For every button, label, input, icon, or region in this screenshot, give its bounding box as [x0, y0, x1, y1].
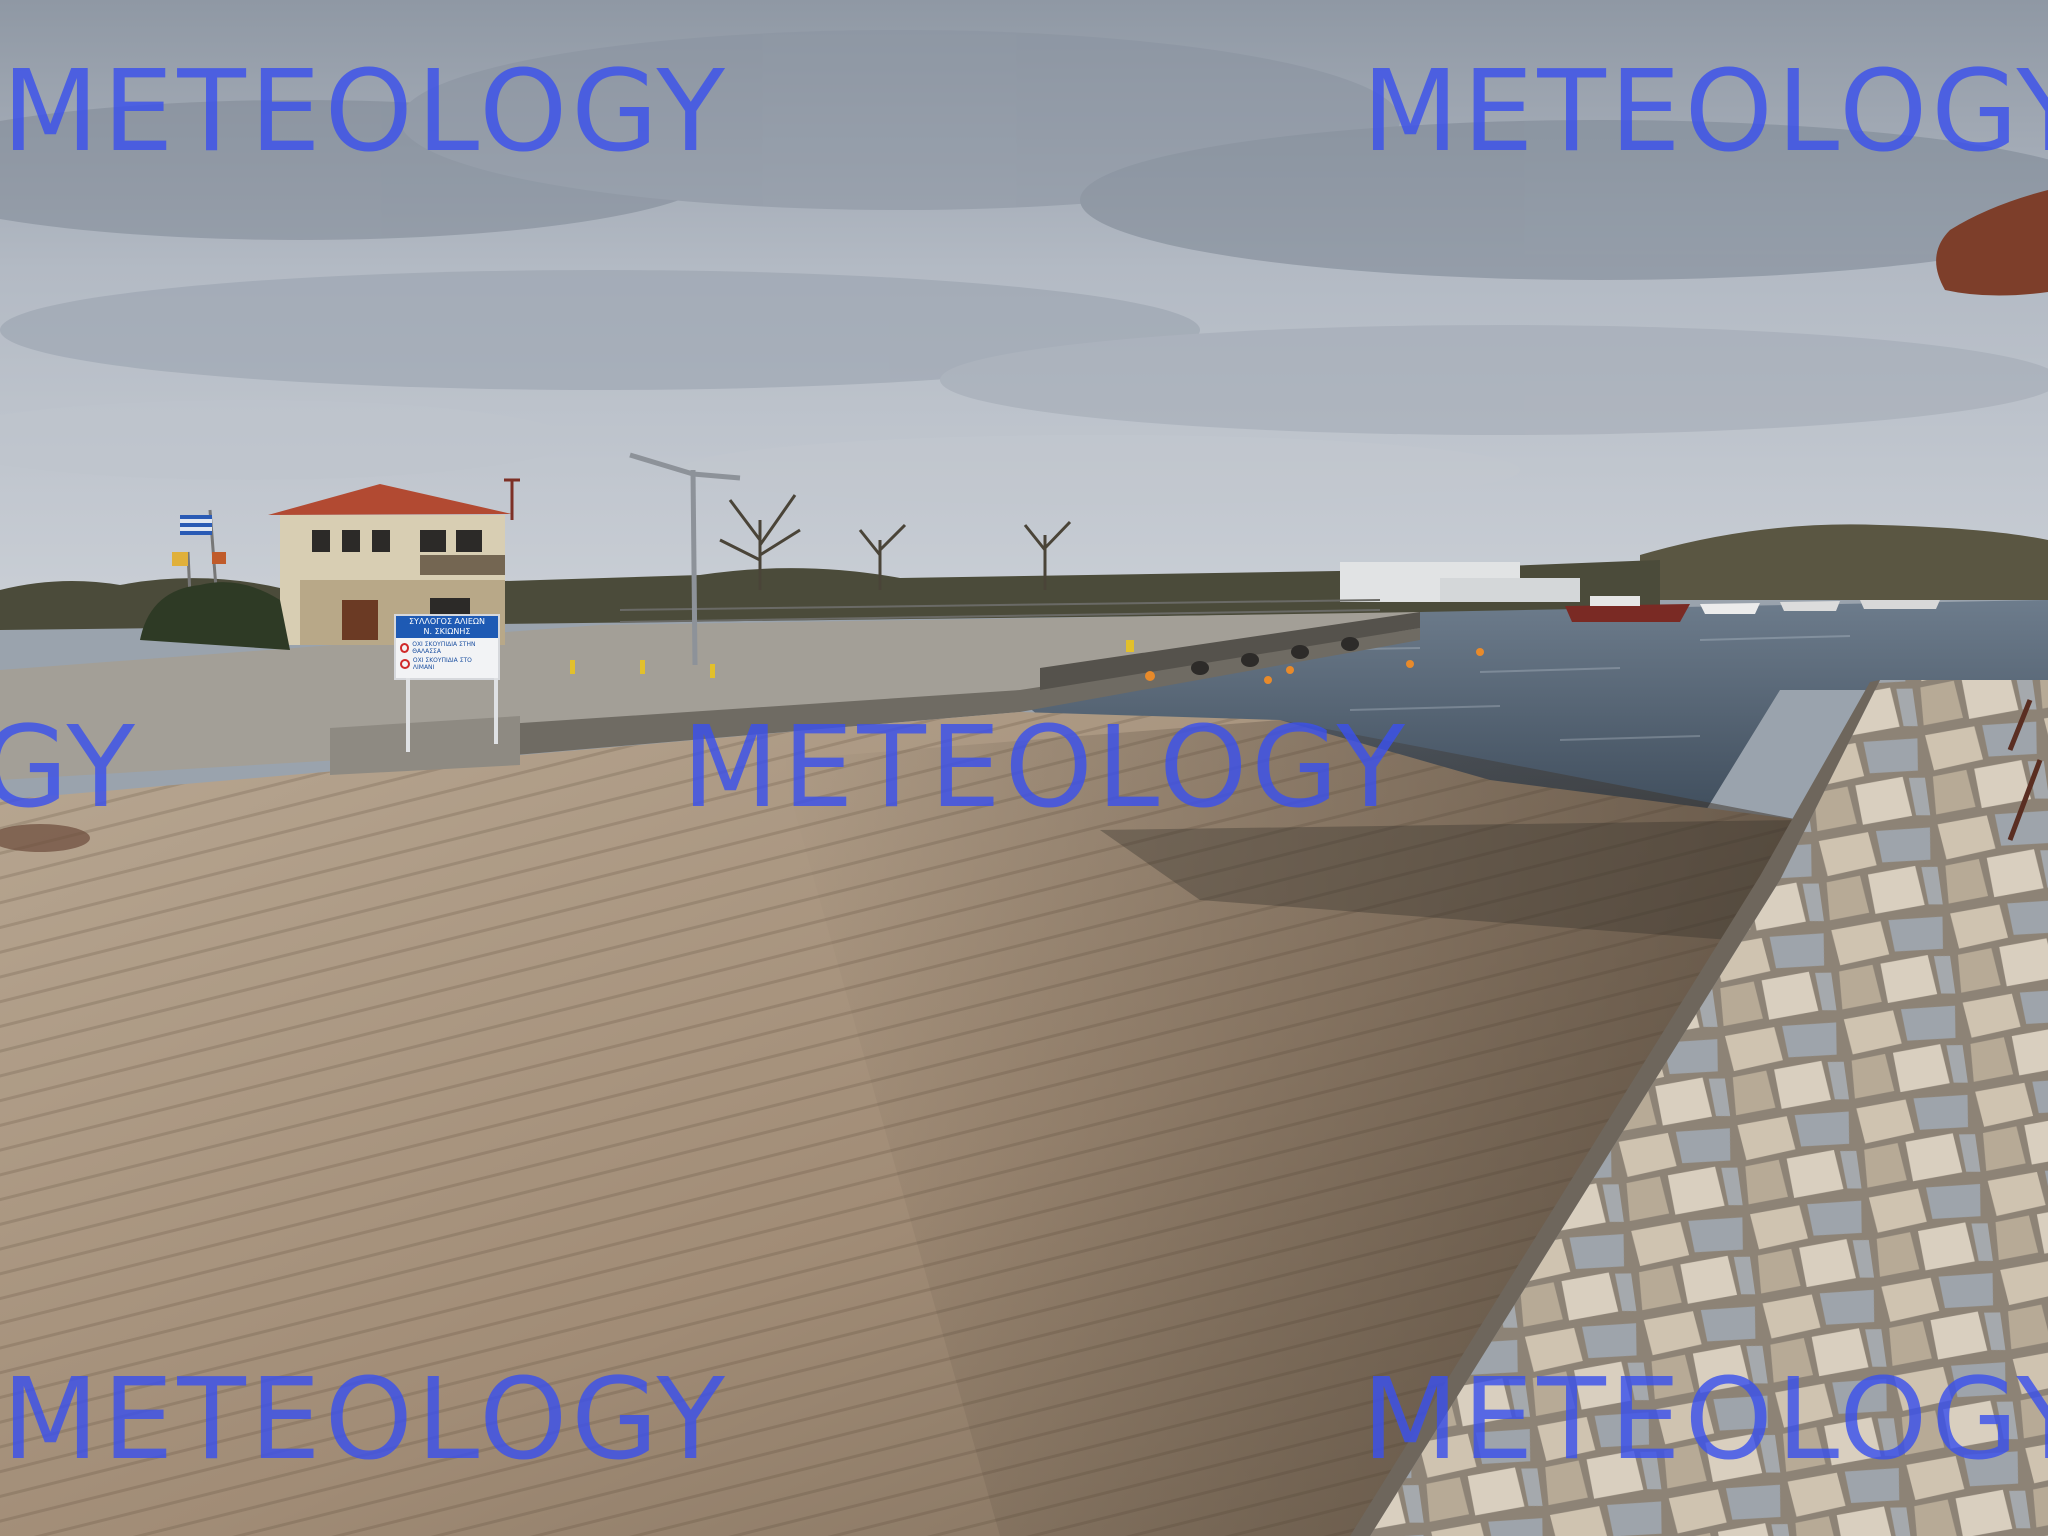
antenna-mast: [504, 478, 520, 520]
jetty-railing: [2007, 699, 2043, 841]
sign-rule-2: ΟΧΙ ΣΚΟΥΠΙΔΙΑ ΣΤΟ ΛΙΜΑΝΙ: [400, 657, 494, 671]
stone-jetty: [1370, 680, 2048, 1536]
seaweed-patch: [0, 824, 90, 852]
street-light: [629, 452, 741, 666]
moored-boats: [1565, 596, 1940, 622]
jetty-edge: [1350, 680, 1880, 1536]
finger-edge: [1936, 190, 2048, 296]
wet-ramp-edge: [780, 720, 1800, 1536]
quay-tyres: [1191, 637, 1359, 675]
sign-title-line-2: Ν. ΣΚΙΩΝΗΣ: [423, 627, 471, 636]
sign-rule-1: ΟΧΙ ΣΚΟΥΠΙΔΙΑ ΣΤΗΝ ΘΑΛΑΣΣΑ: [400, 641, 494, 655]
sign-post-right: [494, 678, 498, 744]
watermark: METEOLOGY: [0, 703, 139, 833]
clouds: [0, 30, 2048, 505]
no-litter-icon: [400, 643, 410, 653]
yellow-bollards: [570, 640, 1134, 678]
fishermen-sign: ΣΥΛΛΟΓΟΣ ΑΛΙΕΩΝ Ν. ΣΚΙΩΝΗΣ ΟΧΙ ΣΚΟΥΠΙΔΙΑ…: [394, 614, 500, 680]
balcony: [420, 555, 505, 575]
no-litter-icon: [400, 659, 410, 669]
watermark: METEOLOGY: [1362, 47, 2048, 177]
distant-hill: [1640, 524, 2048, 600]
sign-header: ΣΥΛΛΟΓΟΣ ΑΛΙΕΩΝ Ν. ΣΚΙΩΝΗΣ: [396, 616, 498, 638]
watermark: METEOLOGY: [1362, 1355, 2048, 1485]
quay-wall: [340, 628, 1420, 770]
bare-trees: [719, 494, 1072, 590]
sign-post-left: [406, 678, 410, 752]
bushes: [140, 582, 290, 650]
watermark: METEOLOGY: [2, 47, 729, 177]
watermark: METEOLOGY: [682, 703, 1409, 833]
sign-title-line-1: ΣΥΛΛΟΓΟΣ ΑΛΙΕΩΝ: [409, 617, 485, 626]
mooring-buoys: [1145, 648, 1484, 684]
distant-fence: [619, 599, 1381, 623]
watermark: METEOLOGY: [2, 1355, 729, 1485]
red-tile-roof: [268, 484, 512, 515]
